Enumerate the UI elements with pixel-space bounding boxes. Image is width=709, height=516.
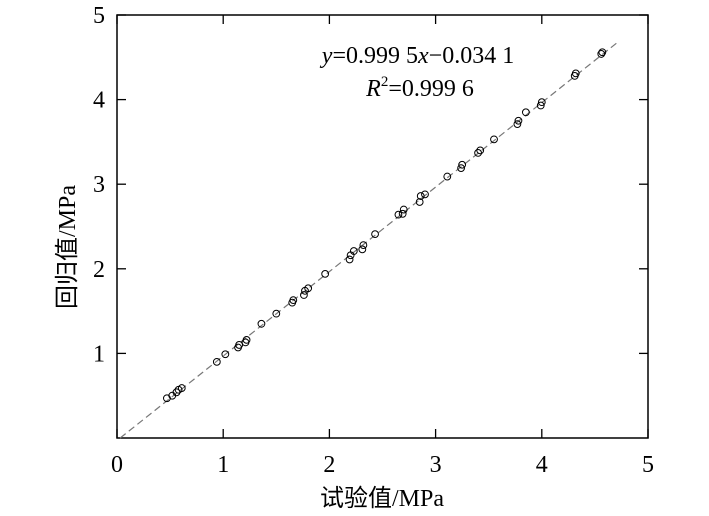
plot-frame bbox=[116, 14, 649, 439]
eq-y: y bbox=[320, 43, 333, 69]
data-point bbox=[513, 120, 522, 129]
fit-line bbox=[119, 41, 619, 439]
data-point bbox=[490, 135, 498, 144]
data-point bbox=[476, 146, 485, 155]
data-point bbox=[300, 291, 308, 299]
data-point bbox=[598, 48, 607, 57]
points-layer bbox=[163, 48, 607, 403]
data-point bbox=[321, 269, 330, 278]
data-point bbox=[399, 205, 408, 214]
data-point bbox=[221, 350, 230, 359]
x-tick-label: 3 bbox=[430, 452, 442, 478]
data-point bbox=[514, 116, 523, 125]
data-point bbox=[421, 190, 429, 199]
data-point bbox=[398, 209, 407, 218]
data-point bbox=[359, 241, 368, 250]
data-point bbox=[304, 284, 313, 293]
data-point bbox=[242, 335, 251, 344]
x-tick-label: 5 bbox=[642, 452, 654, 478]
data-point bbox=[457, 164, 465, 173]
data-point bbox=[177, 384, 186, 392]
data-point bbox=[521, 108, 530, 117]
y-tick-label: 4 bbox=[93, 88, 105, 114]
eq-intercept: −0.034 1 bbox=[429, 43, 515, 69]
data-point bbox=[235, 341, 244, 349]
r2-r: R bbox=[365, 76, 381, 102]
data-point bbox=[345, 255, 354, 264]
data-point bbox=[536, 101, 545, 110]
regression-equation: y=0.999 5x−0.034 1 bbox=[320, 43, 514, 69]
y-tick-label: 1 bbox=[93, 341, 105, 367]
r-squared: R2=0.999 6 bbox=[365, 74, 474, 102]
data-point bbox=[474, 148, 482, 157]
x-tick-label: 4 bbox=[536, 452, 548, 478]
data-point bbox=[415, 198, 424, 206]
r2-sup: 2 bbox=[381, 74, 389, 90]
x-tick-label: 1 bbox=[217, 452, 229, 478]
data-point bbox=[257, 319, 266, 328]
fit-line-layer bbox=[119, 41, 619, 439]
data-point bbox=[272, 309, 281, 318]
r2-value: =0.999 6 bbox=[388, 76, 474, 102]
data-point bbox=[289, 296, 298, 305]
data-point bbox=[597, 50, 606, 58]
plot-border bbox=[116, 14, 649, 439]
data-point bbox=[443, 172, 452, 181]
y-tick-label: 2 bbox=[93, 257, 105, 283]
data-point bbox=[349, 247, 358, 255]
ticks-layer: 0 1 2 3 4 5 1 2 3 4 5 bbox=[93, 3, 654, 478]
x-tick-label: 2 bbox=[323, 452, 335, 478]
y-axis-title: 回归值/MPa bbox=[54, 185, 81, 309]
eq-slope: =0.999 5 bbox=[332, 43, 418, 69]
y-tick-label: 3 bbox=[93, 172, 105, 198]
y-tick-label: 5 bbox=[93, 3, 105, 29]
x-tick-label: 0 bbox=[111, 452, 123, 478]
data-point bbox=[537, 98, 546, 107]
data-point bbox=[371, 230, 379, 239]
data-point bbox=[394, 210, 403, 219]
data-point bbox=[358, 245, 367, 254]
data-point bbox=[571, 69, 580, 78]
data-point bbox=[458, 160, 467, 169]
x-axis-title: 试验值/MPa bbox=[320, 485, 444, 512]
eq-x: x bbox=[417, 43, 429, 69]
data-point bbox=[172, 388, 181, 397]
data-point bbox=[416, 192, 425, 200]
data-point bbox=[212, 357, 221, 366]
